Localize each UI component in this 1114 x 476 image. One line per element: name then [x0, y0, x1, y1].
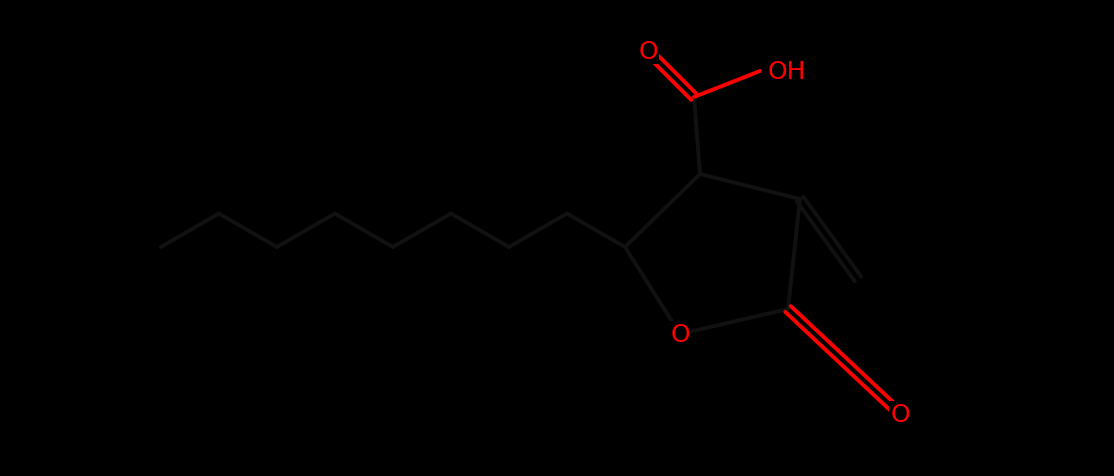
Text: O: O — [671, 322, 690, 346]
Text: O: O — [638, 40, 657, 64]
Text: OH: OH — [768, 60, 807, 84]
Text: O: O — [890, 402, 910, 426]
